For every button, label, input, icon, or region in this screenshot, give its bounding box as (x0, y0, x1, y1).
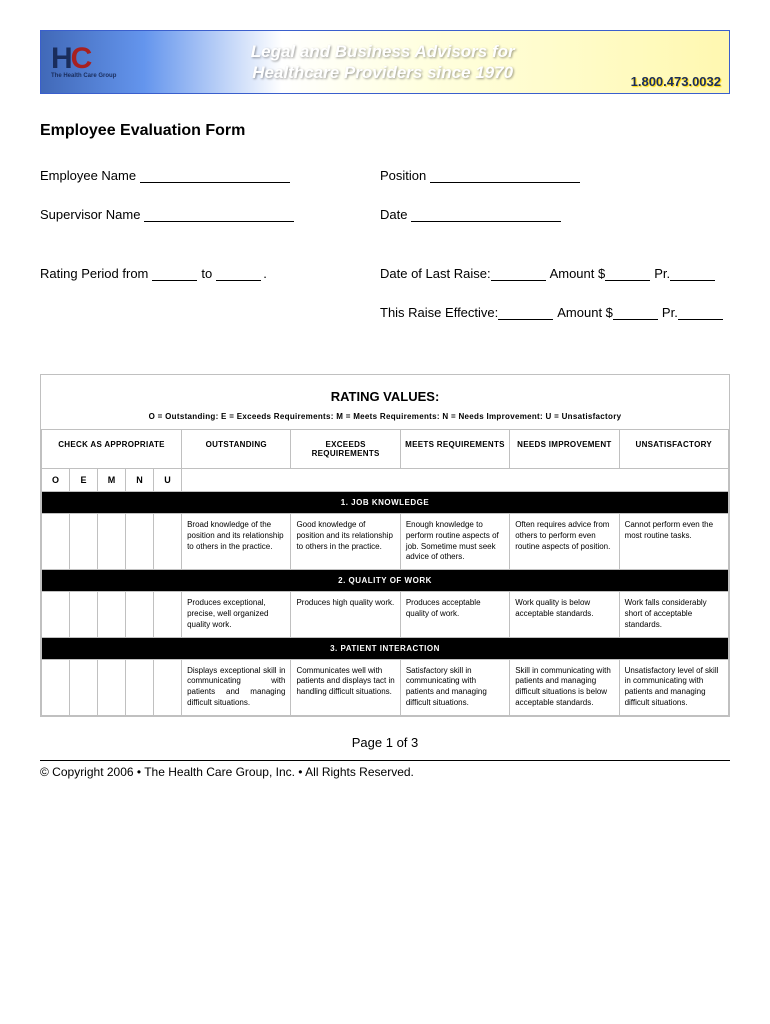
cell-1-2: Enough knowledge to perform routine aspe… (400, 514, 509, 570)
letter-n: N (126, 469, 154, 492)
label-to: to (201, 266, 212, 281)
cell-1-0: Broad knowledge of the position and its … (182, 514, 291, 570)
cell-2-1: Produces high quality work. (291, 592, 400, 637)
check-3-m[interactable] (98, 659, 126, 715)
logo-h: H (51, 42, 71, 75)
section-2-header: 2. QUALITY OF WORK (42, 570, 729, 592)
field-row-3: Rating Period from to . Date of Last Rai… (40, 266, 730, 281)
check-2-u[interactable] (154, 592, 182, 637)
rating-table-container: RATING VALUES: O = Outstanding: E = Exce… (40, 374, 730, 717)
check-1-o[interactable] (42, 514, 70, 570)
table-header-row: CHECK AS APPROPRIATE OUTSTANDING EXCEEDS… (42, 430, 729, 469)
table-letters-row: O E M N U (42, 469, 729, 492)
label-this-raise: This Raise Effective: (380, 305, 498, 320)
cell-1-1: Good knowledge of position and its relat… (291, 514, 400, 570)
col-meets: MEETS REQUIREMENTS (400, 430, 509, 469)
letter-e: E (70, 469, 98, 492)
cell-3-0: Displays exceptional skill in communicat… (182, 659, 291, 715)
cell-1-4: Cannot perform even the most routine tas… (619, 514, 728, 570)
field-row-4: This Raise Effective: Amount $ Pr. (40, 305, 730, 320)
cell-3-2: Satisfactory skill in communicating with… (400, 659, 509, 715)
rating-title: RATING VALUES: (51, 389, 719, 404)
cell-2-3: Work quality is below acceptable standar… (510, 592, 619, 637)
input-rating-to[interactable] (216, 267, 261, 281)
cell-2-0: Produces exceptional, precise, well orga… (182, 592, 291, 637)
rating-legend: O = Outstanding: E = Exceeds Requirement… (51, 412, 719, 421)
check-1-e[interactable] (70, 514, 98, 570)
input-rating-from[interactable] (152, 267, 197, 281)
label-last-raise: Date of Last Raise: (380, 266, 491, 281)
label-amount1: Amount $ (550, 266, 606, 281)
input-position[interactable] (430, 169, 580, 183)
header-banner: HC The Health Care Group Legal and Busin… (40, 30, 730, 94)
label-period-end: . (263, 266, 267, 281)
field-row-2: Supervisor Name Date (40, 207, 730, 222)
letter-m: M (98, 469, 126, 492)
check-3-e[interactable] (70, 659, 98, 715)
input-date[interactable] (411, 208, 561, 222)
input-pr1[interactable] (670, 267, 715, 281)
letter-o: O (42, 469, 70, 492)
input-supervisor-name[interactable] (144, 208, 294, 222)
check-1-u[interactable] (154, 514, 182, 570)
cell-3-3: Skill in communicating with patients and… (510, 659, 619, 715)
section-3-header: 3. PATIENT INTERACTION (42, 637, 729, 659)
input-this-raise-date[interactable] (498, 306, 553, 320)
rating-header: RATING VALUES: O = Outstanding: E = Exce… (41, 375, 729, 429)
check-1-n[interactable] (126, 514, 154, 570)
logo-subtitle: The Health Care Group (51, 73, 116, 79)
input-amount2[interactable] (613, 306, 658, 320)
logo: HC The Health Care Group (41, 45, 116, 79)
check-2-e[interactable] (70, 592, 98, 637)
banner-phone: 1.800.473.0032 (631, 74, 721, 89)
copyright-footer: © Copyright 2006 • The Health Care Group… (40, 760, 730, 779)
col-outstanding: OUTSTANDING (182, 430, 291, 469)
label-supervisor-name: Supervisor Name (40, 207, 140, 222)
check-1-m[interactable] (98, 514, 126, 570)
page-number: Page 1 of 3 (40, 735, 730, 750)
check-2-m[interactable] (98, 592, 126, 637)
col-exceeds: EXCEEDS REQUIREMENTS (291, 430, 400, 469)
empty-span (182, 469, 729, 492)
section-1-header: 1. JOB KNOWLEDGE (42, 492, 729, 514)
section-1-row: Broad knowledge of the position and its … (42, 514, 729, 570)
cell-2-2: Produces acceptable quality of work. (400, 592, 509, 637)
label-date: Date (380, 207, 407, 222)
section-3-row: Displays exceptional skill in communicat… (42, 659, 729, 715)
label-pr1: Pr. (654, 266, 670, 281)
cell-3-4: Unsatisfactory level of skill in communi… (619, 659, 728, 715)
check-2-o[interactable] (42, 592, 70, 637)
input-last-raise-date[interactable] (491, 267, 546, 281)
logo-c: C (71, 42, 91, 75)
label-employee-name: Employee Name (40, 168, 136, 183)
label-amount2: Amount $ (557, 305, 613, 320)
cell-3-1: Communicates well with patients and disp… (291, 659, 400, 715)
form-title: Employee Evaluation Form (40, 122, 730, 140)
check-3-n[interactable] (126, 659, 154, 715)
check-3-o[interactable] (42, 659, 70, 715)
label-rating-from: Rating Period from (40, 266, 148, 281)
evaluation-table: CHECK AS APPROPRIATE OUTSTANDING EXCEEDS… (41, 429, 729, 716)
label-position: Position (380, 168, 426, 183)
input-amount1[interactable] (605, 267, 650, 281)
letter-u: U (154, 469, 182, 492)
cell-1-3: Often requires advice from others to per… (510, 514, 619, 570)
col-check: CHECK AS APPROPRIATE (42, 430, 182, 469)
section-2-row: Produces exceptional, precise, well orga… (42, 592, 729, 637)
input-pr2[interactable] (678, 306, 723, 320)
cell-2-4: Work falls considerably short of accepta… (619, 592, 728, 637)
col-unsat: UNSATISFACTORY (619, 430, 728, 469)
field-row-1: Employee Name Position (40, 168, 730, 183)
input-employee-name[interactable] (140, 169, 290, 183)
check-3-u[interactable] (154, 659, 182, 715)
col-needs: NEEDS IMPROVEMENT (510, 430, 619, 469)
label-pr2: Pr. (662, 305, 678, 320)
check-2-n[interactable] (126, 592, 154, 637)
